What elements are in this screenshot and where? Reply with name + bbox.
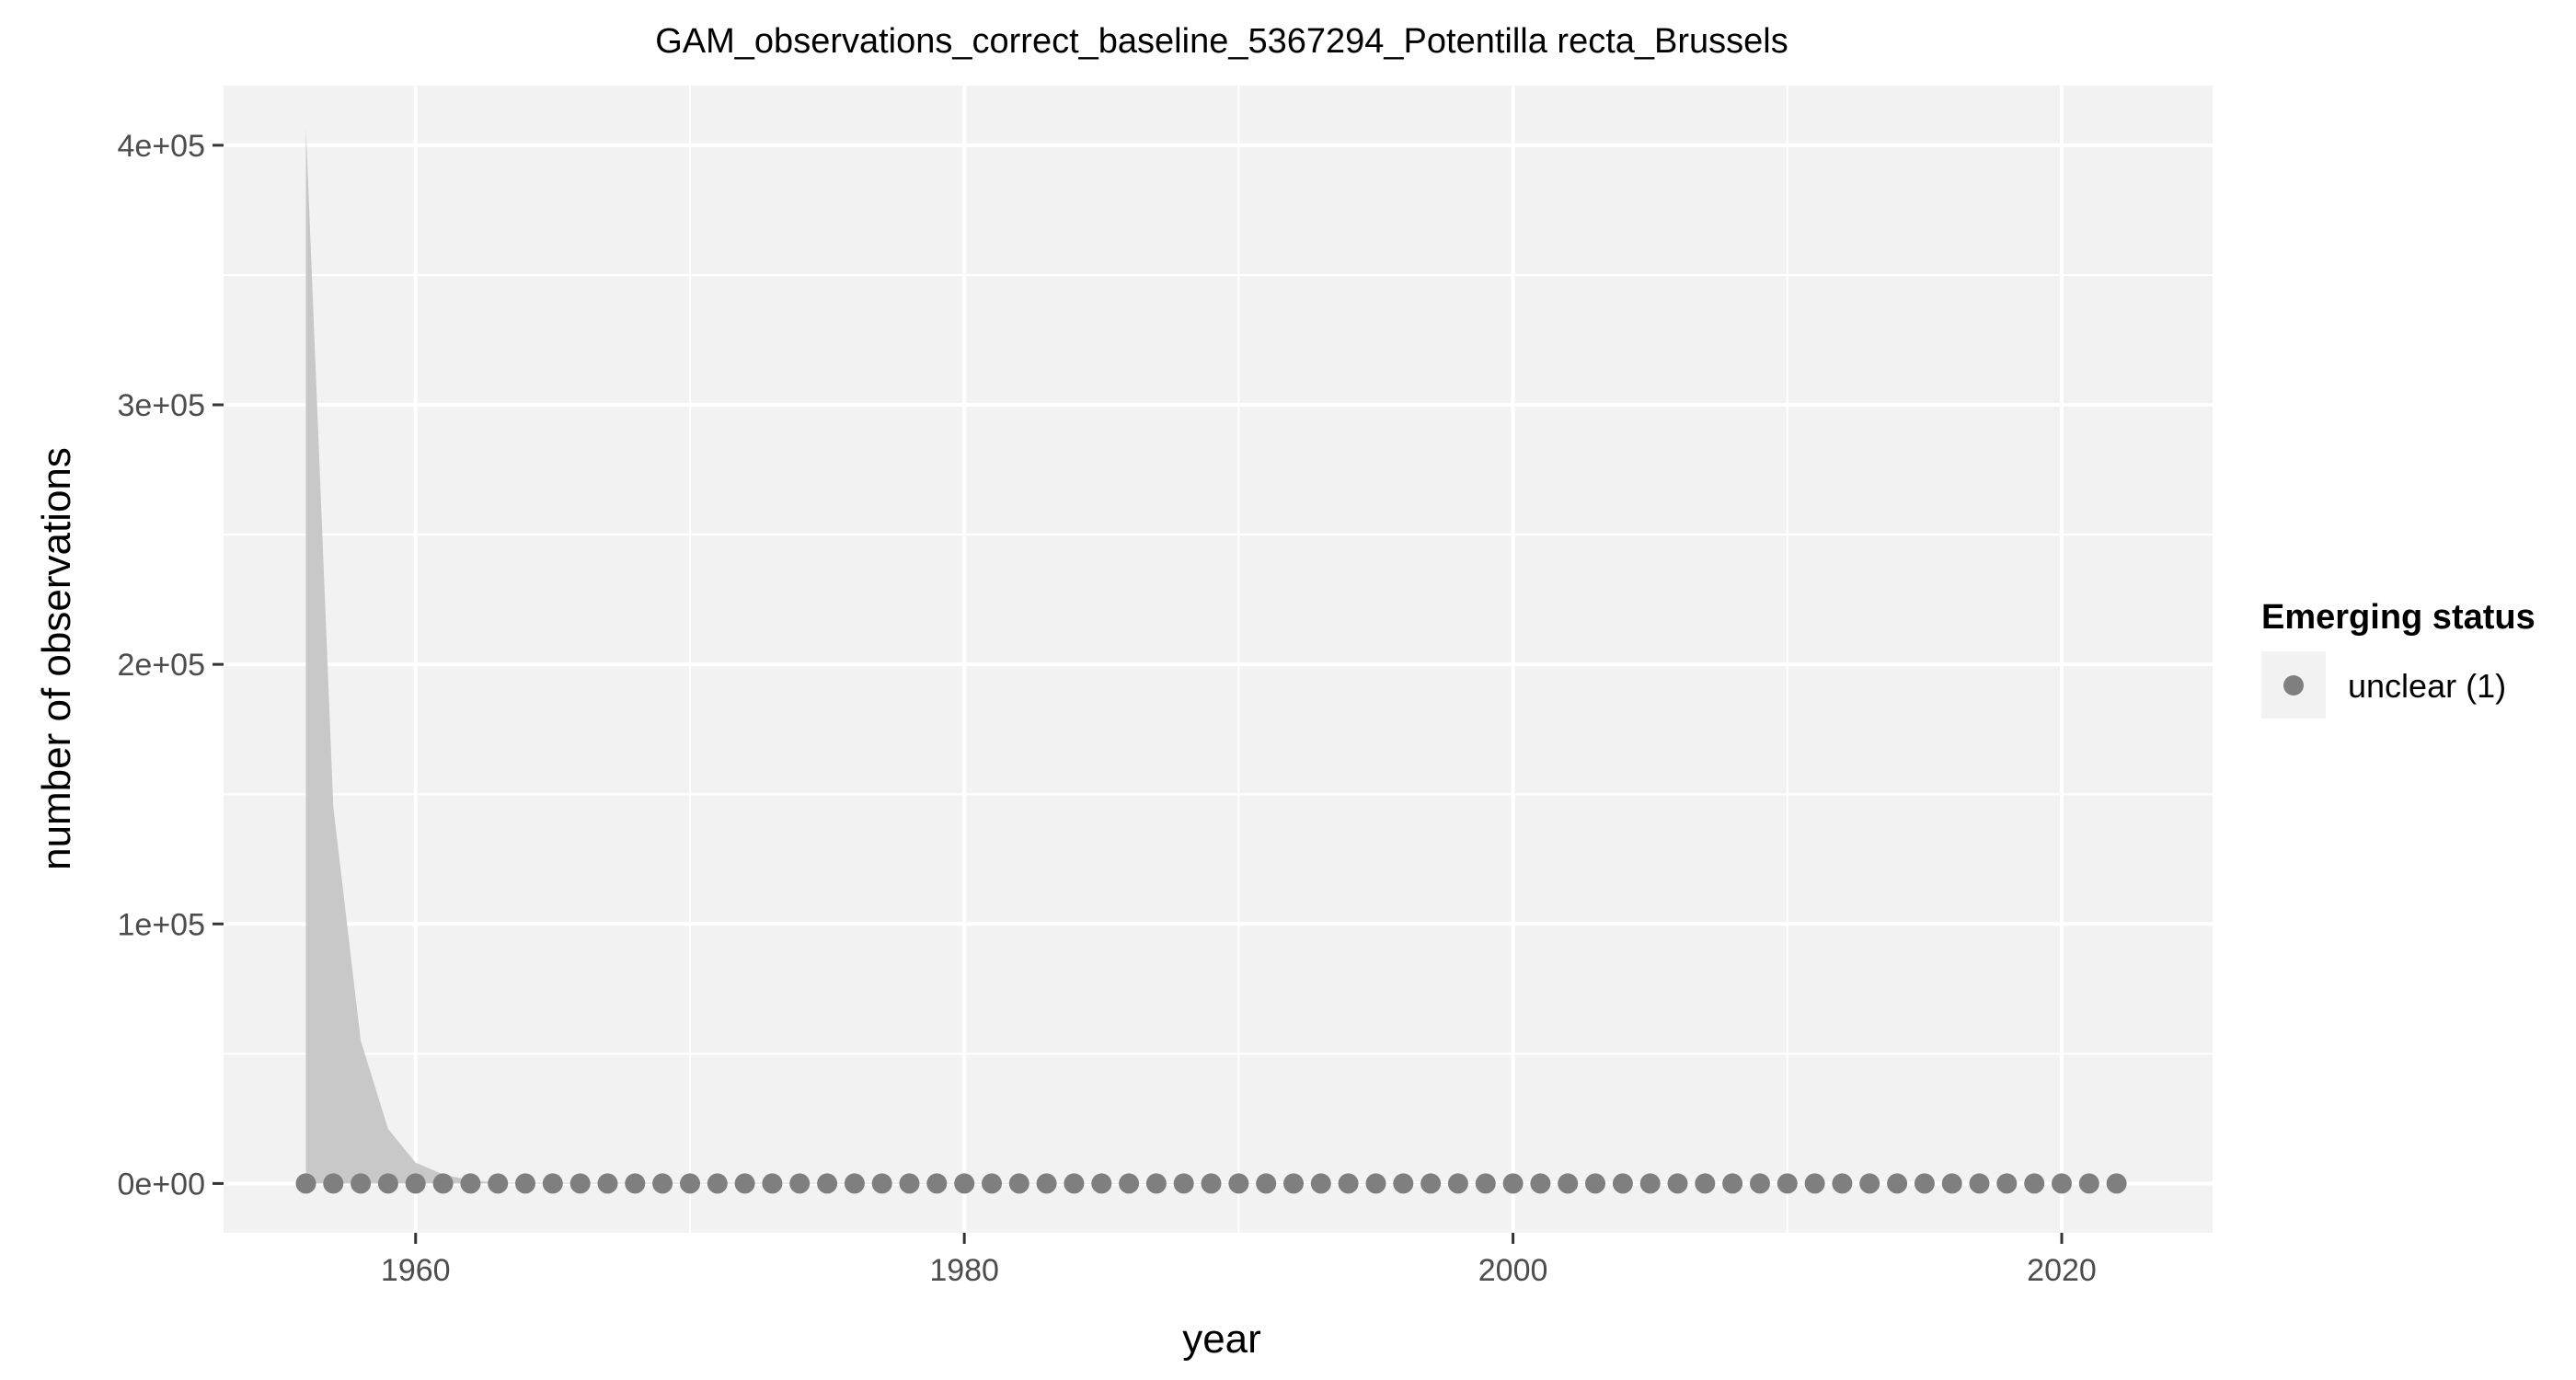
grid-minor bbox=[224, 86, 2213, 1233]
y-axis: 0e+00 1e+05 2e+05 3e+05 4e+05 bbox=[118, 129, 224, 1202]
data-point bbox=[1887, 1173, 1908, 1194]
legend-key-point bbox=[2283, 675, 2304, 696]
data-point bbox=[680, 1173, 700, 1194]
data-point bbox=[789, 1173, 811, 1194]
data-point bbox=[1722, 1173, 1743, 1194]
data-point bbox=[2106, 1173, 2127, 1194]
data-point bbox=[488, 1173, 509, 1194]
data-point bbox=[1283, 1173, 1304, 1194]
legend: Emerging status unclear (1) bbox=[2261, 598, 2536, 719]
data-point bbox=[1393, 1173, 1414, 1194]
data-point bbox=[351, 1173, 372, 1194]
data-point bbox=[1612, 1173, 1633, 1194]
data-point bbox=[515, 1173, 535, 1194]
points-layer bbox=[295, 1173, 2127, 1194]
data-point bbox=[1667, 1173, 1688, 1194]
data-point bbox=[762, 1173, 783, 1194]
data-point bbox=[899, 1173, 920, 1194]
data-point bbox=[1036, 1173, 1057, 1194]
data-point bbox=[1008, 1173, 1029, 1194]
data-point bbox=[1338, 1173, 1359, 1194]
data-point bbox=[1832, 1173, 1853, 1194]
data-point bbox=[1969, 1173, 1990, 1194]
x-axis: 1960 1980 2000 2020 bbox=[381, 1233, 2097, 1288]
data-point bbox=[707, 1173, 728, 1194]
data-point bbox=[2052, 1173, 2072, 1194]
data-point bbox=[1310, 1173, 1331, 1194]
data-point bbox=[569, 1173, 591, 1194]
data-point bbox=[1365, 1173, 1386, 1194]
data-point bbox=[625, 1173, 646, 1194]
data-point bbox=[1558, 1173, 1579, 1194]
data-point bbox=[1145, 1173, 1167, 1194]
data-point bbox=[652, 1173, 673, 1194]
x-tick-label: 1980 bbox=[929, 1253, 999, 1288]
x-tick-label: 1960 bbox=[381, 1253, 451, 1288]
data-point bbox=[295, 1173, 316, 1194]
data-point bbox=[597, 1173, 618, 1194]
data-point bbox=[1639, 1173, 1661, 1194]
data-point bbox=[871, 1173, 892, 1194]
y-axis-title: number of observations bbox=[34, 447, 79, 870]
data-point bbox=[1750, 1173, 1770, 1194]
data-point bbox=[460, 1173, 481, 1194]
y-tick-label: 0e+00 bbox=[118, 1167, 206, 1202]
data-point bbox=[1420, 1173, 1442, 1194]
data-point bbox=[844, 1173, 865, 1194]
data-point bbox=[1447, 1173, 1468, 1194]
data-point bbox=[1585, 1173, 1605, 1194]
data-point bbox=[1119, 1173, 1140, 1194]
plot-panel bbox=[224, 86, 2213, 1233]
y-tick-label: 1e+05 bbox=[118, 907, 206, 942]
data-point bbox=[1173, 1173, 1194, 1194]
data-point bbox=[1695, 1173, 1716, 1194]
data-point bbox=[2024, 1173, 2045, 1194]
chart-title: GAM_observations_correct_baseline_536729… bbox=[655, 22, 1788, 61]
data-point bbox=[542, 1173, 563, 1194]
x-tick-label: 2000 bbox=[1478, 1253, 1548, 1288]
data-point bbox=[1064, 1173, 1085, 1194]
data-point bbox=[1228, 1173, 1249, 1194]
data-point bbox=[1091, 1173, 1112, 1194]
data-point bbox=[1475, 1173, 1496, 1194]
legend-title: Emerging status bbox=[2261, 598, 2536, 637]
data-point bbox=[1859, 1173, 1880, 1194]
data-point bbox=[734, 1173, 755, 1194]
data-point bbox=[405, 1173, 426, 1194]
data-point bbox=[377, 1173, 398, 1194]
data-point bbox=[1502, 1173, 1524, 1194]
data-point bbox=[982, 1173, 1002, 1194]
data-point bbox=[1941, 1173, 1962, 1194]
data-point bbox=[817, 1173, 838, 1194]
y-tick-label: 3e+05 bbox=[118, 388, 206, 423]
y-tick-label: 2e+05 bbox=[118, 648, 206, 683]
data-point bbox=[1777, 1173, 1798, 1194]
x-tick-label: 2020 bbox=[2027, 1253, 2097, 1288]
data-point bbox=[323, 1173, 344, 1194]
data-point bbox=[1996, 1173, 2018, 1194]
legend-entry-label: unclear (1) bbox=[2348, 667, 2506, 705]
data-point bbox=[1201, 1173, 1222, 1194]
data-point bbox=[1256, 1173, 1277, 1194]
y-tick-label: 4e+05 bbox=[118, 129, 206, 164]
x-axis-title: year bbox=[1182, 1317, 1261, 1362]
data-point bbox=[1804, 1173, 1825, 1194]
data-point bbox=[2078, 1173, 2099, 1194]
data-point bbox=[1914, 1173, 1935, 1194]
data-point bbox=[1530, 1173, 1551, 1194]
data-point bbox=[926, 1173, 948, 1194]
data-point bbox=[954, 1173, 975, 1194]
data-point bbox=[432, 1173, 454, 1194]
